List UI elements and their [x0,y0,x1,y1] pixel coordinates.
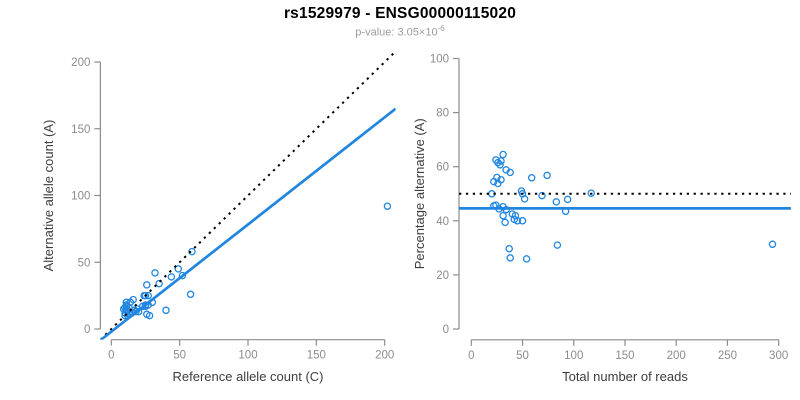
y-tick-label: 100 [71,191,90,203]
data-point [768,240,777,249]
data-point [497,175,505,184]
x-tick-label: 200 [667,350,686,362]
x-tick-label: 300 [769,350,788,362]
pvalue-text: p-value: 3.05×10 [355,26,438,39]
data-point [383,202,392,210]
data-point [587,189,595,197]
data-point [178,271,187,280]
figure-subtitle: p-value: 3.05×10-6 [0,24,800,39]
x-tick-label: 50 [516,350,529,362]
data-point [499,211,507,220]
data-point [162,306,170,315]
data-point [143,281,151,289]
x-tick-label: 150 [615,350,634,362]
x-tick-label: 100 [564,350,583,362]
data-point [543,171,551,180]
y-tick-label: 150 [71,124,90,136]
y-tick-label: 80 [436,108,449,120]
identity-line [100,51,396,340]
panel-percentage-alternative: 0 50 100 150 200 250 300 0 20 40 60 80 100 Total numb… [412,54,791,384]
y-tick-label: 20 [436,270,449,282]
data-point [129,295,137,304]
x-tick-label: 150 [307,350,326,362]
data-point [490,177,498,186]
data-point [496,161,504,169]
data-points [488,150,777,263]
x-tick-label: 50 [173,350,186,362]
y-tick-label: 0 [443,324,449,336]
data-point [505,244,513,253]
y-axis-title: Percentage alternative (A) [412,118,427,269]
data-point [538,191,546,200]
data-point [552,198,561,206]
y-axis-title: Alternative allele count (A) [41,120,56,272]
data-point [186,290,195,299]
data-point [174,265,183,273]
data-point [518,217,527,225]
y-tick-label: 50 [78,257,91,269]
data-point [151,269,159,277]
y-tick-label: 60 [436,162,449,174]
panel-allele-counts: 0 50 100 150 200 0 50 100 150 200 Reference allele… [41,51,396,384]
data-point [501,218,509,227]
data-point [553,241,562,249]
data-point [563,195,572,204]
figure-title: rs1529979 - ENSG00000115020 [283,5,517,22]
data-point [145,311,154,320]
data-point [167,273,176,281]
data-point [121,311,129,320]
data-points [119,202,392,320]
x-tick-label: 100 [238,350,257,362]
data-point [527,174,536,182]
data-point [522,255,531,263]
data-point [506,254,514,262]
y-tick-label: 200 [71,57,90,69]
data-point [497,157,505,165]
y-tick-label: 40 [436,216,449,228]
y-tick-label: 100 [430,54,449,66]
x-tick-label: 0 [108,350,114,362]
data-point [520,195,529,203]
x-tick-label: 200 [375,350,394,362]
x-tick-label: 0 [468,350,474,362]
data-point [499,150,507,159]
data-point [513,217,522,225]
data-point [141,291,150,300]
x-axis-title: Total number of reads [562,369,688,384]
x-axis-title: Reference allele count (C) [172,369,323,384]
fit-line [100,107,396,340]
data-point [506,168,514,177]
x-tick-label: 250 [718,350,737,362]
pvalue-exponent: -6 [437,24,445,33]
data-point [188,247,196,256]
data-point [155,279,163,288]
y-tick-label: 0 [84,324,90,336]
